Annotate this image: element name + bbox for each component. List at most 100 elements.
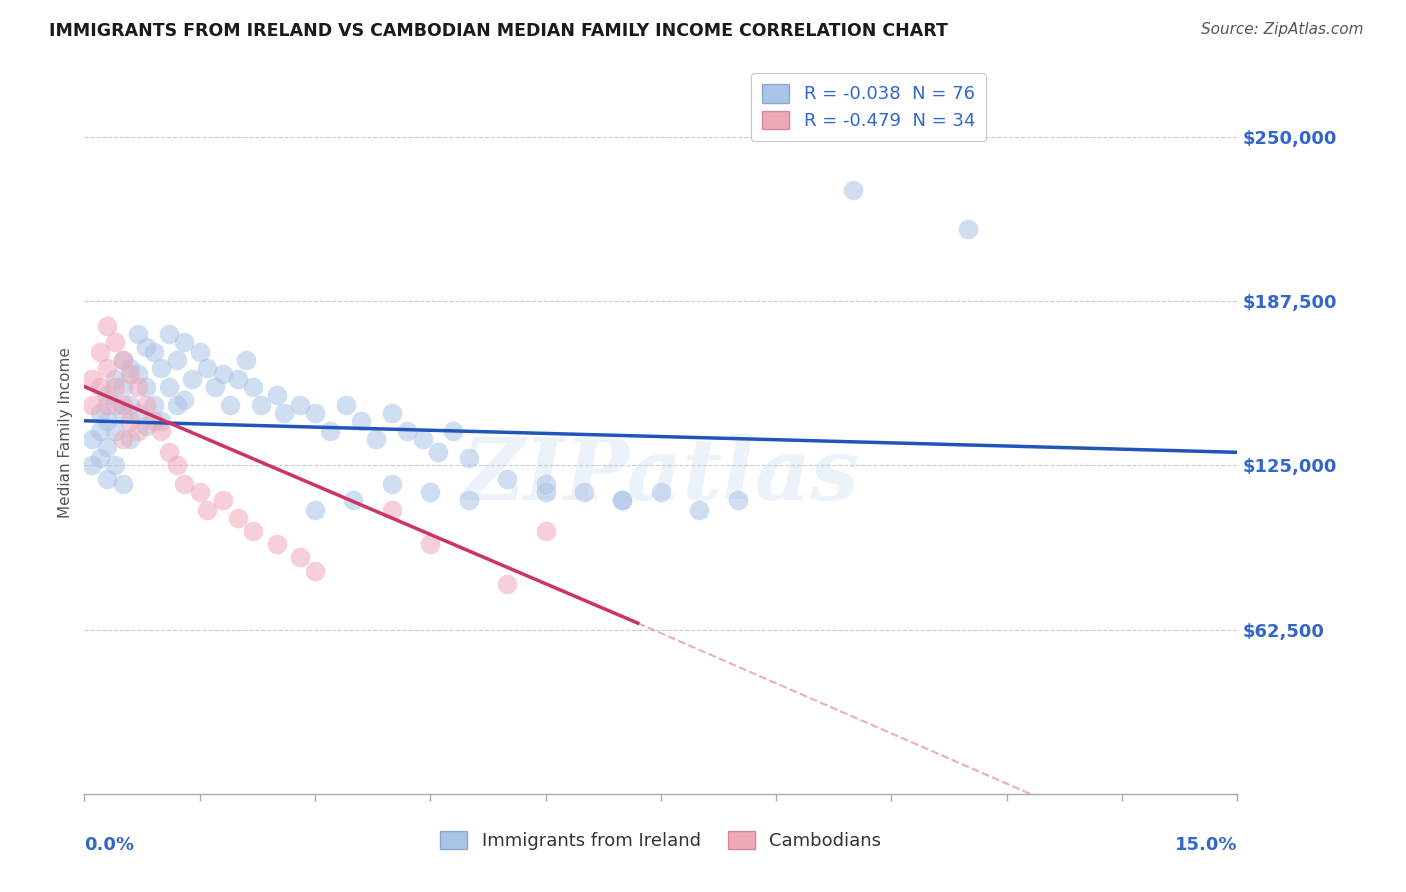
Point (104, 379, 127, 393)
Point (96, 387, 118, 401)
Point (426, 445, 449, 459)
Point (957, 222, 980, 236)
Point (80, 398, 103, 412)
Point (335, 398, 357, 412)
Point (381, 503, 404, 517)
Point (188, 484, 211, 499)
Point (288, 398, 311, 412)
Point (166, 398, 188, 412)
Point (204, 379, 226, 393)
Point (80, 458, 103, 473)
Point (266, 387, 288, 401)
Point (104, 372, 127, 386)
Point (650, 484, 672, 499)
Point (96, 472, 118, 486)
Point (127, 425, 149, 439)
Point (396, 425, 419, 439)
Point (127, 406, 149, 420)
Point (89, 450, 111, 465)
Point (104, 425, 127, 439)
Point (150, 414, 173, 428)
Point (80, 432, 103, 446)
Point (304, 564, 326, 578)
Point (319, 425, 342, 439)
Point (120, 398, 142, 412)
Point (127, 367, 149, 381)
Point (111, 379, 134, 393)
Point (142, 414, 165, 428)
Point (457, 450, 479, 465)
Point (111, 476, 134, 491)
Point (150, 361, 173, 376)
Point (111, 353, 134, 368)
Point (150, 425, 173, 439)
Point (135, 398, 157, 412)
Point (120, 432, 142, 446)
Point (111, 398, 134, 412)
Text: 15.0%: 15.0% (1175, 836, 1237, 854)
Point (173, 476, 195, 491)
Point (211, 492, 233, 507)
Point (242, 524, 264, 538)
Point (127, 327, 149, 342)
Point (89, 379, 111, 393)
Point (412, 432, 434, 446)
Point (166, 458, 188, 473)
Point (612, 492, 634, 507)
Text: 0.0%: 0.0% (84, 836, 135, 854)
Point (612, 492, 634, 507)
Point (111, 406, 134, 420)
Point (496, 576, 519, 591)
Text: Source: ZipAtlas.com: Source: ZipAtlas.com (1201, 22, 1364, 37)
Point (266, 537, 288, 551)
Point (250, 398, 273, 412)
Point (89, 345, 111, 359)
Point (127, 379, 149, 393)
Point (195, 503, 218, 517)
Point (195, 361, 218, 376)
Point (111, 432, 134, 446)
Point (96, 319, 118, 334)
Point (211, 367, 233, 381)
Point (135, 379, 157, 393)
Legend: Immigrants from Ireland, Cambodians: Immigrants from Ireland, Cambodians (433, 823, 889, 857)
Point (304, 406, 326, 420)
Point (572, 484, 595, 499)
Point (120, 414, 142, 428)
Point (381, 476, 404, 491)
Point (304, 503, 326, 517)
Text: ZIPatlas: ZIPatlas (461, 434, 860, 517)
Point (381, 406, 404, 420)
Point (157, 327, 180, 342)
Point (173, 334, 195, 349)
Point (80, 372, 103, 386)
Point (135, 340, 157, 354)
Point (157, 445, 180, 459)
Point (166, 353, 188, 368)
Point (688, 503, 710, 517)
Point (104, 398, 127, 412)
Point (173, 392, 195, 407)
Point (727, 492, 749, 507)
Point (219, 398, 242, 412)
Point (104, 458, 127, 473)
Point (89, 425, 111, 439)
Point (350, 414, 373, 428)
Point (96, 440, 118, 454)
Point (496, 472, 519, 486)
Point (534, 524, 557, 538)
Point (366, 432, 388, 446)
Point (120, 361, 142, 376)
Point (273, 406, 295, 420)
Point (142, 345, 165, 359)
Text: IMMIGRANTS FROM IRELAND VS CAMBODIAN MEDIAN FAMILY INCOME CORRELATION CHART: IMMIGRANTS FROM IRELAND VS CAMBODIAN MED… (49, 22, 948, 40)
Y-axis label: Median Family Income: Median Family Income (58, 347, 73, 518)
Point (342, 492, 364, 507)
Point (96, 398, 118, 412)
Point (135, 419, 157, 434)
Point (96, 361, 118, 376)
Point (157, 379, 180, 393)
Point (142, 398, 165, 412)
Point (842, 183, 865, 197)
Point (104, 334, 127, 349)
